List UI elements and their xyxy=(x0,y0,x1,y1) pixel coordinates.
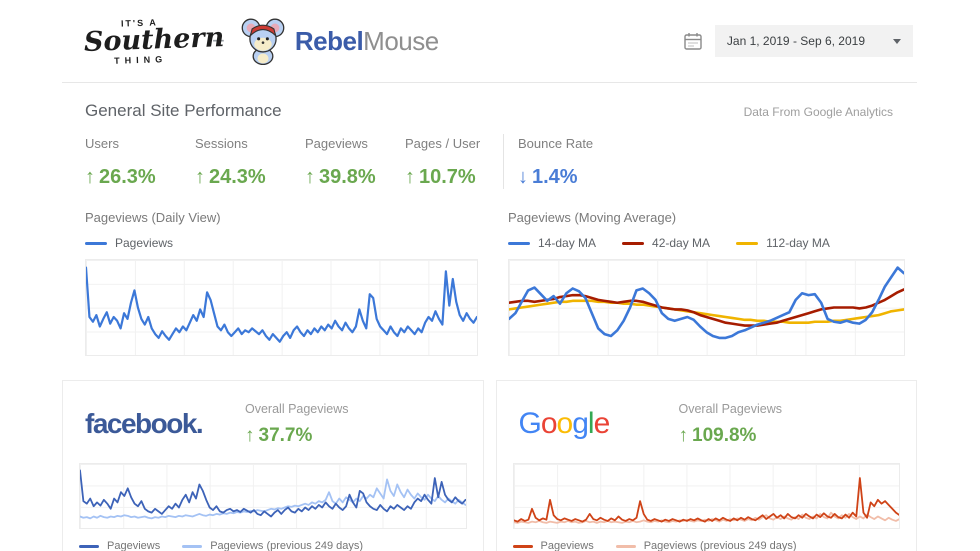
metric-label: Users xyxy=(85,136,119,151)
header: IT'S A Southern THING + xyxy=(62,0,917,83)
card-delta: ↑ 109.8% xyxy=(678,424,757,446)
legend-item-pageviews: Pageviews xyxy=(85,236,173,250)
legend-item-current: Pageviews xyxy=(512,540,594,551)
metric-delta: ↓ 1.4% xyxy=(518,166,578,188)
mouse-mascot-icon xyxy=(241,18,285,65)
source-note: Data From Google Analytics xyxy=(743,105,893,119)
brand-group: IT'S A Southern THING + xyxy=(83,16,439,67)
metric-bounce-rate: Bounce Rate ↓ 1.4% xyxy=(503,134,593,189)
legend-swatch xyxy=(508,241,530,245)
legend-label: 42-day MA xyxy=(652,236,711,250)
rebelmouse-wordmark: RebelMouse xyxy=(295,26,439,57)
legend-item-current: Pageviews xyxy=(79,540,160,551)
metric-pageviews: Pageviews ↑ 39.8% xyxy=(305,134,405,189)
metric-pages-per-user: Pages / User ↑ 10.7% xyxy=(405,134,503,189)
legend-swatch xyxy=(79,544,99,548)
metric-delta: ↑ 26.3% xyxy=(85,166,156,188)
calendar-icon xyxy=(684,33,702,50)
metric-delta: ↑ 39.8% xyxy=(305,166,376,188)
charts-row: Pageviews (Daily View) Pageviews Pagevie… xyxy=(62,189,917,356)
up-arrow-icon: ↑ xyxy=(678,424,689,446)
daily-pageviews-chart: Pageviews (Daily View) Pageviews xyxy=(85,210,478,356)
date-range-selector[interactable]: Jan 1, 2019 - Sep 6, 2019 xyxy=(714,25,913,57)
legend-item-previous: Pageviews (previous 249 days) xyxy=(182,540,363,551)
chart-title: Pageviews (Daily View) xyxy=(85,210,221,225)
up-arrow-icon: ↑ xyxy=(245,424,255,446)
chart-legend: 14-day MA 42-day MA 112-day MA xyxy=(508,236,905,250)
chart-plot-google[interactable] xyxy=(512,463,900,529)
metric-delta: ↑ 24.3% xyxy=(195,166,266,188)
chart-plot-moving-average[interactable] xyxy=(508,259,905,356)
metric-label: Pages / User xyxy=(405,136,481,151)
metric-label: Bounce Rate xyxy=(518,136,594,151)
chart-plot-daily[interactable] xyxy=(85,259,478,356)
legend-swatch xyxy=(85,241,107,245)
rebelmouse-logo: RebelMouse xyxy=(241,17,439,65)
legend-item-42day: 42-day MA xyxy=(622,236,710,250)
chart-title: Pageviews (Moving Average) xyxy=(508,210,677,225)
legend-label: Pageviews (previous 249 days) xyxy=(643,540,797,551)
plus-separator: + xyxy=(212,28,225,53)
metrics-row: Users ↑ 26.3% Sessions ↑ 24.3% Pageviews ↑… xyxy=(85,134,893,189)
up-arrow-icon: ↑ xyxy=(195,166,205,188)
legend-item-112day: 112-day MA xyxy=(736,236,830,250)
legend-label: 14-day MA xyxy=(538,236,597,250)
legend-swatch xyxy=(622,241,645,245)
facebook-stats: Overall Pageviews ↑ 37.7% xyxy=(245,402,349,447)
southern-thing-logo: IT'S A Southern THING xyxy=(83,16,225,67)
cards-row: facebook. Overall Pageviews ↑ 37.7% Pagev… xyxy=(62,380,917,551)
facebook-logo: facebook. xyxy=(85,408,204,439)
google-logo: Google xyxy=(518,407,611,440)
southern-logo-script: Southern xyxy=(83,21,225,58)
metric-label: Pageviews xyxy=(305,136,368,151)
moving-average-chart: Pageviews (Moving Average) 14-day MA 42-… xyxy=(508,210,905,356)
chart-plot-facebook[interactable] xyxy=(79,463,467,529)
legend-label: Pageviews (previous 249 days) xyxy=(210,540,364,551)
chevron-down-icon xyxy=(893,38,901,44)
performance-section: General Site Performance Data From Googl… xyxy=(62,83,917,189)
facebook-line-chart xyxy=(80,464,466,528)
card-label: Overall Pageviews xyxy=(245,401,349,416)
legend-item-14day: 14-day MA xyxy=(508,236,596,250)
down-arrow-icon: ↓ xyxy=(518,166,528,188)
legend-swatch xyxy=(736,241,759,245)
up-arrow-icon: ↑ xyxy=(85,166,95,188)
rebelmouse-rebel: Rebel xyxy=(294,25,364,56)
up-arrow-icon: ↑ xyxy=(305,166,315,188)
metric-label: Sessions xyxy=(195,136,248,151)
legend-swatch xyxy=(615,544,636,548)
legend-label: Pageviews xyxy=(107,540,161,551)
legend-label: Pageviews xyxy=(540,540,594,551)
date-range-value: Jan 1, 2019 - Sep 6, 2019 xyxy=(726,34,865,48)
chart-legend: Pageviews xyxy=(85,236,478,250)
legend-swatch xyxy=(182,544,203,548)
card-label: Overall Pageviews xyxy=(678,401,783,416)
legend-item-previous: Pageviews (previous 249 days) xyxy=(615,540,797,551)
section-title: General Site Performance xyxy=(85,101,282,120)
moving-average-line-chart xyxy=(509,260,904,355)
google-line-chart xyxy=(514,464,900,528)
legend-label: Pageviews xyxy=(115,236,174,250)
google-stats: Overall Pageviews ↑ 109.8% xyxy=(679,402,783,447)
up-arrow-icon: ↑ xyxy=(405,166,415,188)
google-card: Google Overall Pageviews ↑ 109.8% Pagevie… xyxy=(495,380,917,551)
chart-legend: Pageviews Pageviews (previous 249 days) xyxy=(79,540,467,551)
legend-label: 112-day MA xyxy=(766,236,830,250)
daily-line-chart xyxy=(86,260,477,355)
facebook-card: facebook. Overall Pageviews ↑ 37.7% Pagev… xyxy=(62,380,484,551)
header-right: Jan 1, 2019 - Sep 6, 2019 xyxy=(683,25,913,57)
legend-swatch xyxy=(512,544,533,548)
metric-sessions: Sessions ↑ 24.3% xyxy=(195,134,305,189)
chart-legend: Pageviews Pageviews (previous 249 days) xyxy=(512,540,901,551)
metric-delta: ↑ 10.7% xyxy=(405,166,476,188)
rebelmouse-mouse: Mouse xyxy=(363,25,439,56)
metric-users: Users ↑ 26.3% xyxy=(85,134,195,189)
card-delta: ↑ 37.7% xyxy=(245,424,313,446)
